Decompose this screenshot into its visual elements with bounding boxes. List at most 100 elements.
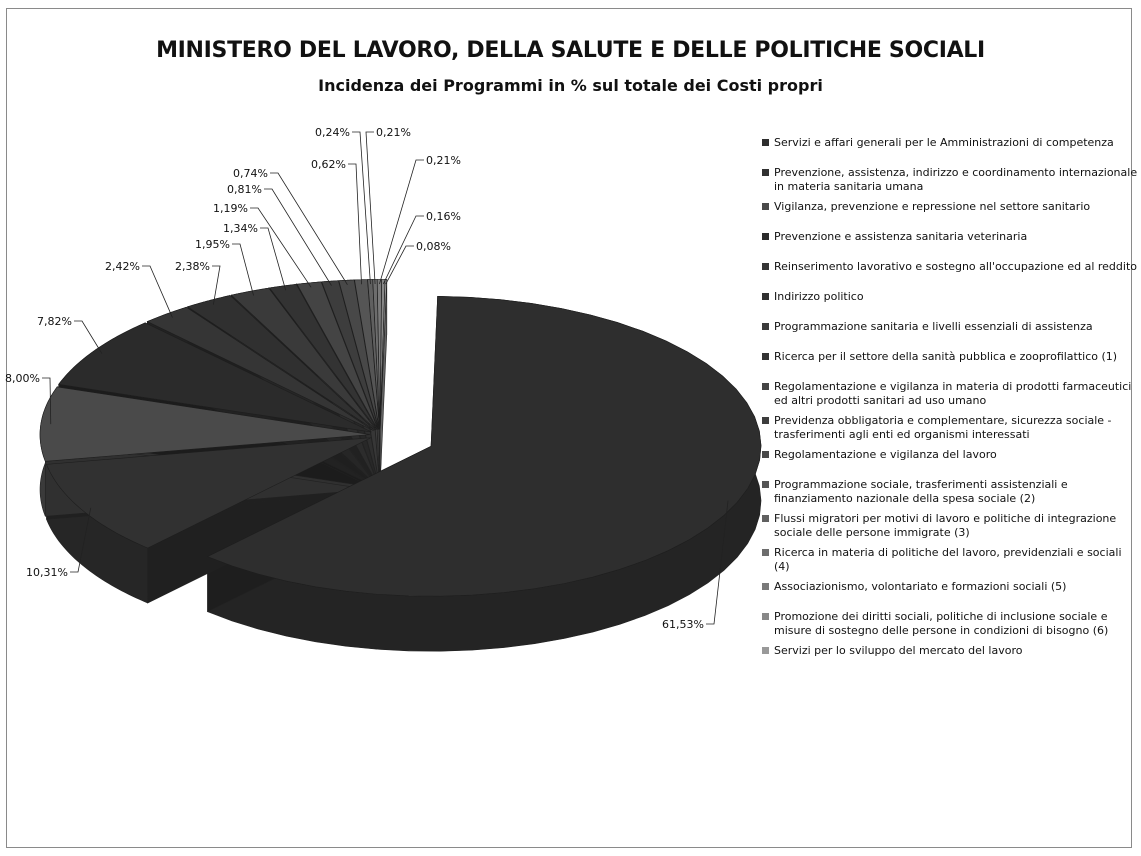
data-label: 0,16% — [426, 210, 461, 223]
legend-label: Associazionismo, volontariato e formazio… — [774, 580, 1067, 593]
data-label: 7,82% — [37, 315, 72, 328]
data-label: 0,74% — [233, 167, 268, 180]
legend-item: Servizi e affari generali per le Amminis… — [762, 136, 1140, 160]
pie-slice — [338, 279, 380, 430]
legend-swatch — [762, 169, 769, 176]
leader-line — [42, 377, 52, 425]
legend-item: Flussi migratori per motivi di lavoro e … — [762, 512, 1140, 540]
data-label: 0,21% — [426, 154, 461, 167]
legend-swatch — [762, 139, 769, 146]
legend-swatch — [762, 549, 769, 556]
legend-item: Reinserimento lavorativo e sostegno all'… — [762, 260, 1140, 284]
leader-line — [250, 207, 312, 288]
legend-item: Indirizzo politico — [762, 290, 1140, 314]
legend-label: Vigilanza, prevenzione e repressione nel… — [774, 200, 1091, 213]
legend-item: Regolamentazione e vigilanza in materia … — [762, 380, 1140, 408]
legend-label: Ricerca in materia di politiche del lavo… — [774, 546, 1122, 573]
legend-item: Vigilanza, prevenzione e repressione nel… — [762, 200, 1140, 224]
legend-swatch — [762, 515, 769, 522]
legend-label: Prevenzione e assistenza sanitaria veter… — [774, 230, 1028, 243]
pie-data-labels: 61,53% 10,31% 8,00% 7,82% 2,42% 2,38% 1,95% 1,3… — [5, 126, 729, 631]
legend-label: Previdenza obbligatoria e complementare,… — [774, 414, 1112, 441]
legend-swatch — [762, 647, 769, 654]
pie-slice — [46, 437, 372, 549]
legend-swatch — [762, 203, 769, 210]
legend-label: Servizi e affari generali per le Amminis… — [774, 136, 1114, 149]
legend-swatch — [762, 481, 769, 488]
legend-item: Servizi per lo sviluppo del mercato del … — [762, 644, 1140, 668]
leader-line — [260, 227, 287, 291]
leader-line — [348, 163, 362, 285]
leader-line — [232, 243, 254, 296]
legend-item: Associazionismo, volontariato e formazio… — [762, 580, 1140, 604]
leader-line — [352, 131, 371, 285]
leader-line — [270, 172, 348, 285]
legend-label: Programmazione sanitaria e livelli essen… — [774, 320, 1093, 333]
legend-swatch — [762, 613, 769, 620]
legend-label: Promozione dei diritti sociali, politich… — [774, 610, 1109, 637]
legend-label: Indirizzo politico — [774, 290, 864, 303]
legend-swatch — [762, 583, 769, 590]
legend-label: Reinserimento lavorativo e sostegno all'… — [774, 260, 1137, 273]
legend-swatch — [762, 417, 769, 424]
legend-swatch — [762, 293, 769, 300]
data-label: 61,53% — [662, 618, 704, 631]
legend-item: Prevenzione, assistenza, indirizzo e coo… — [762, 166, 1140, 194]
leader-line — [385, 245, 414, 285]
pie-slices — [39, 279, 762, 652]
data-label: 0,62% — [311, 158, 346, 171]
data-label: 0,24% — [315, 126, 350, 139]
legend-swatch — [762, 353, 769, 360]
pie-slice — [230, 287, 377, 431]
data-label: 2,42% — [105, 260, 140, 273]
legend-swatch — [762, 451, 769, 458]
legend-item: Programmazione sanitaria e livelli essen… — [762, 320, 1140, 344]
legend-item: Promozione dei diritti sociali, politich… — [762, 610, 1140, 638]
leader-line — [382, 215, 424, 285]
leader-line — [379, 159, 424, 285]
legend-label: Regolamentazione e vigilanza in materia … — [774, 380, 1132, 407]
data-label: 0,81% — [227, 183, 262, 196]
data-label: 1,19% — [213, 202, 248, 215]
data-label: 0,21% — [376, 126, 411, 139]
pie-slice — [186, 295, 376, 431]
legend-item: Ricerca in materia di politiche del lavo… — [762, 546, 1140, 574]
legend-item: Previdenza obbligatoria e complementare,… — [762, 414, 1140, 442]
legend-item: Prevenzione e assistenza sanitaria veter… — [762, 230, 1140, 254]
data-label: 2,38% — [175, 260, 210, 273]
legend-label: Servizi per lo sviluppo del mercato del … — [774, 644, 1023, 657]
data-label: 1,34% — [223, 222, 258, 235]
legend-label: Prevenzione, assistenza, indirizzo e coo… — [774, 166, 1138, 193]
pie-slice — [206, 295, 762, 597]
legend-swatch — [762, 233, 769, 240]
pie-slice — [296, 281, 379, 430]
leader-line — [706, 500, 729, 625]
pie-slice — [146, 306, 374, 431]
data-label: 0,08% — [416, 240, 451, 253]
pie-slice — [58, 322, 372, 433]
chart-title: MINISTERO DEL LAVORO, DELLA SALUTE E DEL… — [156, 38, 985, 63]
legend-label: Flussi migratori per motivi di lavoro e … — [774, 512, 1117, 539]
leader-line — [70, 507, 92, 573]
chart-legend: Servizi e affari generali per le Amminis… — [762, 136, 1140, 674]
pie-slice — [269, 283, 378, 430]
leader-line — [212, 265, 221, 305]
legend-item: Programmazione sociale, trasferimenti as… — [762, 478, 1140, 506]
pie-slice — [321, 280, 379, 430]
leader-line — [142, 265, 173, 318]
leader-line — [74, 320, 103, 354]
legend-swatch — [762, 323, 769, 330]
legend-item: Ricerca per il settore della sanità pubb… — [762, 350, 1140, 374]
data-label: 10,31% — [26, 566, 68, 579]
data-label: 1,95% — [195, 238, 230, 251]
legend-label: Regolamentazione e vigilanza del lavoro — [774, 448, 997, 461]
legend-label: Programmazione sociale, trasferimenti as… — [774, 478, 1068, 505]
leader-line — [264, 188, 332, 286]
legend-swatch — [762, 263, 769, 270]
data-label: 8,00% — [5, 372, 40, 385]
legend-label: Ricerca per il settore della sanità pubb… — [774, 350, 1118, 363]
chart-subtitle: Incidenza dei Programmi in % sul totale … — [318, 76, 823, 95]
legend-item: Regolamentazione e vigilanza del lavoro — [762, 448, 1140, 472]
leader-line — [365, 131, 376, 285]
